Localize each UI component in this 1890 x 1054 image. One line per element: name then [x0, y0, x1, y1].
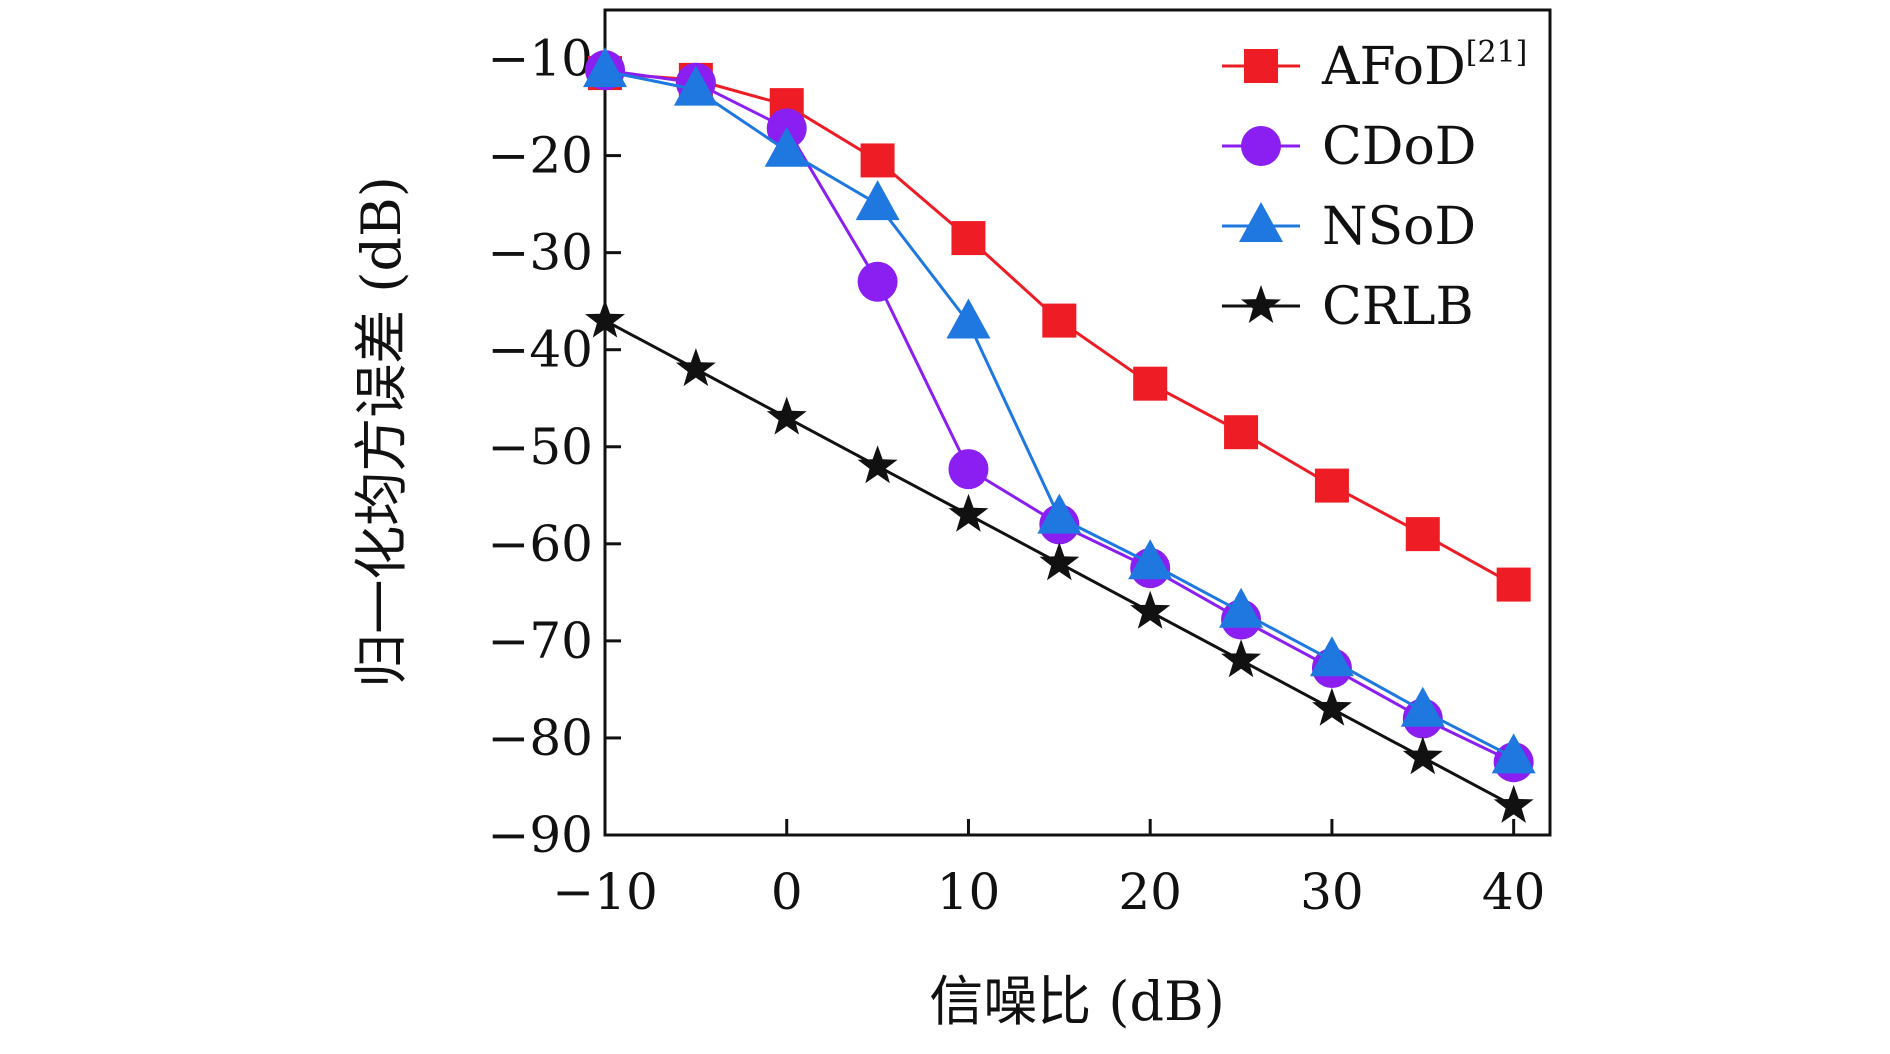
legend-marker: [1241, 285, 1281, 323]
plot-frame: [603, 8, 1552, 837]
legend-label: CRLB: [1322, 277, 1474, 337]
legend-name: NSoD: [1322, 197, 1476, 257]
legend-superscript: [21]: [1466, 35, 1528, 70]
legend-name: AFoD: [1321, 37, 1466, 97]
data-point: [1219, 587, 1264, 628]
data-point: [1491, 733, 1536, 774]
y-tick-label: −30: [487, 224, 593, 282]
x-tick-label: 30: [1300, 863, 1364, 921]
data-point: [673, 65, 718, 106]
data-point: [1493, 784, 1534, 823]
legend-label: NSoD: [1322, 197, 1476, 257]
legend-item: CDoD: [1222, 117, 1476, 177]
data-point: [860, 143, 895, 178]
y-tick-label: −20: [487, 127, 593, 185]
x-tick-label: −10: [552, 863, 658, 921]
data-point: [1400, 686, 1445, 727]
data-point: [675, 348, 716, 387]
x-tick-label: 40: [1482, 863, 1546, 921]
x-axis-title: 信噪比 (dB): [929, 970, 1225, 1033]
data-point: [766, 396, 807, 435]
legend-marker: [1239, 202, 1283, 242]
data-point: [855, 180, 900, 221]
data-point: [1037, 493, 1082, 534]
data-point: [1309, 636, 1354, 677]
data-point: [948, 493, 989, 532]
legend-label: AFoD[21]: [1321, 35, 1527, 97]
legend-marker: [1244, 49, 1278, 83]
data-point: [1402, 736, 1443, 775]
legend-name: CRLB: [1322, 277, 1474, 337]
y-tick-label: −60: [487, 515, 593, 573]
y-tick-label: −10: [487, 30, 593, 88]
data-point: [764, 126, 809, 167]
data-point: [1405, 517, 1440, 552]
x-tick-label: 10: [937, 863, 1001, 921]
data-point: [951, 221, 986, 256]
legend-item: CRLB: [1222, 277, 1474, 337]
legend-name: CDoD: [1322, 117, 1476, 177]
legend-marker: [1241, 126, 1281, 166]
data-point: [948, 449, 989, 490]
data-point: [585, 299, 625, 338]
y-tick-label: −80: [487, 709, 593, 767]
data-point: [1224, 415, 1259, 450]
data-point: [1312, 687, 1352, 726]
y-axis: −10 −20 −30 −40 −50 −60 −70 −80 −90: [487, 30, 621, 864]
data-point: [1130, 590, 1171, 629]
data-point: [857, 261, 898, 302]
y-tick-label: −50: [487, 418, 593, 476]
data-point: [1128, 539, 1173, 580]
x-tick-label: 0: [771, 863, 803, 921]
data-point: [1496, 567, 1531, 602]
series-layer: [583, 47, 1536, 823]
legend-item: NSoD: [1222, 197, 1476, 257]
data-point: [1042, 303, 1077, 338]
data-point: [946, 298, 991, 339]
x-tick-label: 20: [1118, 863, 1182, 921]
data-point: [1039, 542, 1080, 581]
data-point: [1133, 366, 1168, 401]
data-point: [1221, 639, 1261, 678]
legend-label: CDoD: [1322, 117, 1476, 177]
legend: AFoD[21] CDoD NSoD CRLB: [1222, 35, 1527, 337]
y-tick-label: −70: [487, 612, 593, 670]
data-point: [1314, 468, 1349, 503]
series-crlb: [585, 299, 1534, 823]
y-tick-label: −90: [487, 806, 593, 864]
data-point: [583, 47, 627, 88]
legend-item: AFoD[21]: [1222, 35, 1527, 97]
data-point: [857, 445, 898, 484]
y-axis-title: 归一化均方误差 (dB): [350, 176, 413, 688]
y-tick-label: −40: [487, 321, 593, 379]
series-nsod: [583, 47, 1536, 774]
x-axis: −10 0 10 20 30 40: [552, 819, 1545, 921]
